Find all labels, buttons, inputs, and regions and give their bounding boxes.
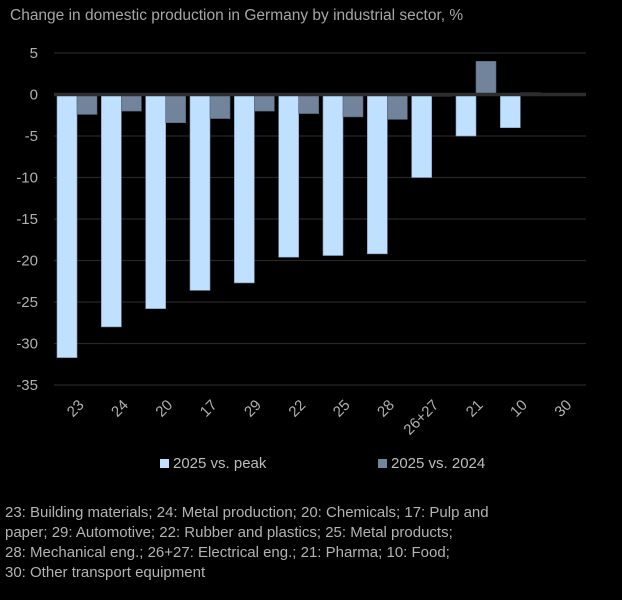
x-axis-ticks: 23 24 20 17 29 22 25 28 26+27 21 10 30 — [64, 397, 575, 439]
y-axis-ticks: 5 0 -5 -10 -15 -20 -25 -30 -35 — [16, 45, 38, 394]
y-tick-label: -10 — [16, 170, 38, 187]
bar-2025-vs-peak — [145, 94, 166, 309]
chart-title: Change in domestic production in Germany… — [10, 7, 464, 24]
bar-2025-vs-peak — [455, 94, 477, 137]
bar-2025-vs-peak — [234, 94, 255, 284]
bar-2025-vs-peak — [322, 94, 344, 256]
y-tick-label: -5 — [25, 128, 38, 145]
footnote-line: 23: Building materials; 24: Metal produc… — [5, 504, 489, 521]
footnote-line: paper; 29: Automotive; 22: Rubber and pl… — [5, 524, 453, 541]
legend-label-2024: 2025 vs. 2024 — [391, 455, 486, 472]
footnote-line: 28: Mechanical eng.; 26+27: Electrical e… — [5, 544, 450, 561]
y-tick-label: -35 — [16, 377, 38, 394]
bar-2025-vs-peak — [189, 94, 211, 291]
bar-2025-vs-2024 — [165, 94, 186, 124]
bar-chart: 50-5-10-15-20-25-30-35 23 24 20 17 29 22 25 28 2… — [16, 45, 586, 439]
bar-2025-vs-2024 — [209, 94, 231, 119]
bar-2025-vs-peak — [500, 94, 521, 129]
bar-2025-vs-2024 — [254, 94, 275, 112]
legend-item-peak: 2025 vs. peak — [160, 455, 266, 472]
x-tick-label: 24 — [108, 397, 132, 421]
y-tick-label: -25 — [16, 294, 38, 311]
x-tick-label: 21 — [463, 397, 487, 421]
bar-2025-vs-peak — [411, 94, 432, 178]
legend-item-2024: 2025 vs. 2024 — [378, 455, 485, 472]
bar-2025-vs-peak — [101, 94, 122, 328]
bar-2025-vs-2024 — [475, 60, 497, 95]
y-tick-label: -15 — [16, 211, 38, 228]
bar-2025-vs-2024 — [387, 94, 408, 120]
legend-swatch-peak — [160, 459, 169, 468]
x-tick-label: 22 — [285, 397, 309, 421]
y-tick-label: 0 — [30, 87, 38, 104]
x-tick-label: 30 — [551, 397, 575, 421]
x-tick-label: 26+27 — [400, 397, 442, 439]
bar-2025-vs-peak — [278, 94, 299, 258]
legend-swatch-2024 — [378, 459, 387, 468]
bars — [56, 60, 541, 358]
bar-2025-vs-2024 — [298, 94, 319, 114]
y-tick-label: -30 — [16, 336, 38, 353]
y-tick-label: 5 — [30, 45, 38, 62]
bar-2025-vs-2024 — [121, 94, 142, 112]
x-tick-label: 23 — [64, 397, 88, 421]
bar-2025-vs-peak — [56, 94, 78, 358]
footnote: 23: Building materials; 24: Metal produc… — [5, 503, 605, 583]
x-tick-label: 10 — [507, 397, 531, 421]
bar-2025-vs-2024 — [342, 94, 364, 118]
x-tick-label: 17 — [197, 397, 221, 421]
legend-label-peak: 2025 vs. peak — [173, 455, 267, 472]
y-tick-label: -20 — [16, 253, 38, 270]
bar-2025-vs-peak — [367, 94, 388, 255]
bar-2025-vs-2024 — [76, 94, 98, 115]
gridlines — [54, 52, 586, 386]
footnote-line: 30: Other transport equipment — [5, 564, 206, 581]
x-tick-label: 25 — [330, 397, 354, 421]
x-tick-label: 20 — [152, 397, 176, 421]
x-tick-label: 28 — [374, 397, 398, 421]
x-tick-label: 29 — [241, 397, 265, 421]
